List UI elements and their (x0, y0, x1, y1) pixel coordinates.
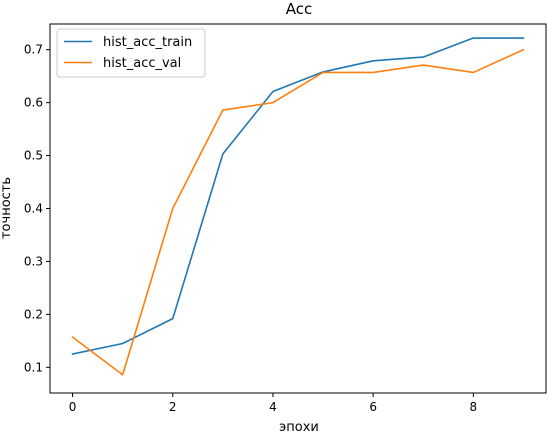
x-axis-ticks: 0 2 4 6 8 (69, 393, 477, 414)
x-axis-label: эпохи (279, 420, 319, 435)
y-tick-label: 0.5 (24, 149, 43, 163)
chart-title: Acc (286, 0, 313, 18)
y-tick-label: 0.4 (24, 202, 43, 216)
y-tick-label: 0.6 (24, 96, 43, 110)
series-layer (73, 38, 524, 375)
series-line-1 (73, 50, 524, 375)
x-tick-label: 0 (69, 400, 77, 414)
y-tick-label: 0.2 (24, 307, 43, 321)
x-tick-label: 4 (269, 400, 277, 414)
y-axis-ticks: 0.1 0.2 0.3 0.4 0.5 0.6 0.7 (24, 43, 50, 375)
series-line-0 (73, 38, 524, 354)
y-tick-label: 0.3 (24, 254, 43, 268)
x-tick-label: 6 (369, 400, 377, 414)
y-tick-label: 0.7 (24, 43, 43, 57)
plot-frame (50, 24, 546, 393)
x-tick-label: 2 (169, 400, 177, 414)
x-tick-label: 8 (470, 400, 478, 414)
y-tick-label: 0.1 (24, 360, 43, 374)
legend-label-val: hist_acc_val (103, 56, 181, 71)
legend: hist_acc_train hist_acc_val (57, 29, 205, 77)
y-axis-label: точность (0, 177, 14, 239)
legend-label-train: hist_acc_train (103, 35, 192, 50)
